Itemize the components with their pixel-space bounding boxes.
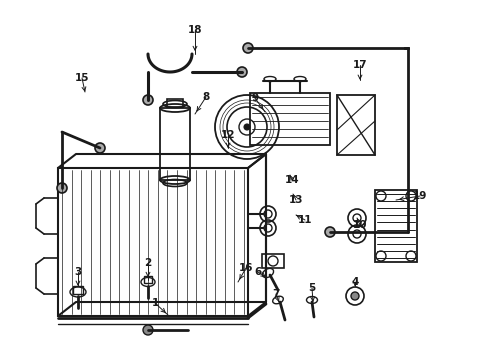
- Text: 2: 2: [145, 258, 151, 268]
- Text: 6: 6: [254, 267, 262, 277]
- Bar: [58, 168, 248, 316]
- Circle shape: [143, 95, 153, 105]
- Text: 18: 18: [188, 25, 202, 35]
- Text: 19: 19: [413, 191, 427, 201]
- Bar: [262, 254, 284, 268]
- Circle shape: [325, 227, 335, 237]
- Text: 16: 16: [239, 263, 253, 273]
- Circle shape: [143, 325, 153, 335]
- Bar: [337, 95, 375, 155]
- Bar: [144, 276, 152, 283]
- Text: 13: 13: [289, 195, 303, 205]
- Bar: [250, 93, 330, 145]
- Text: 8: 8: [202, 92, 210, 102]
- Text: 10: 10: [353, 220, 367, 230]
- Text: 9: 9: [251, 93, 259, 103]
- Bar: [375, 190, 417, 262]
- Circle shape: [244, 124, 250, 130]
- Circle shape: [243, 43, 253, 53]
- Text: 17: 17: [353, 60, 368, 70]
- Text: 5: 5: [308, 283, 316, 293]
- Circle shape: [57, 183, 67, 193]
- Text: 12: 12: [221, 130, 235, 140]
- Text: 11: 11: [298, 215, 312, 225]
- Circle shape: [237, 67, 247, 77]
- Text: 3: 3: [74, 267, 82, 277]
- Bar: [160, 108, 190, 180]
- Text: 1: 1: [151, 298, 159, 308]
- Circle shape: [95, 143, 105, 153]
- Circle shape: [351, 292, 359, 300]
- Bar: [73, 286, 83, 294]
- Text: 15: 15: [75, 73, 89, 83]
- Text: 14: 14: [285, 175, 299, 185]
- Bar: [167, 99, 183, 107]
- Text: 4: 4: [351, 277, 359, 287]
- Text: 7: 7: [272, 289, 280, 299]
